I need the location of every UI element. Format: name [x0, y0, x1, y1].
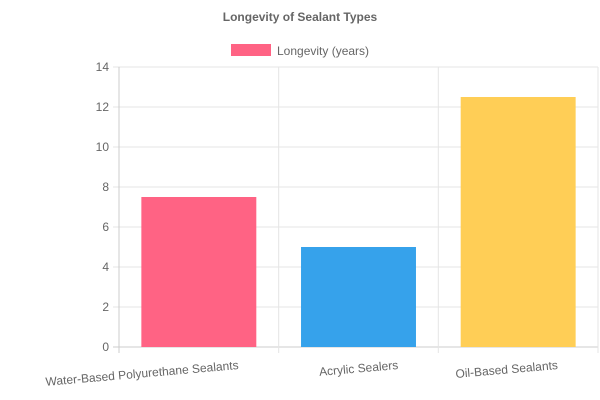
legend-swatch	[231, 44, 271, 56]
y-axis: 0 2 4 6 8 10 12 14	[96, 60, 110, 354]
y-tick-label: 6	[102, 220, 109, 234]
legend-label: Longevity (years)	[277, 44, 369, 58]
y-tick-label: 14	[96, 60, 110, 74]
y-tick-label: 12	[96, 100, 110, 114]
y-tick-label: 10	[96, 140, 110, 154]
legend[interactable]: Longevity (years)	[231, 44, 369, 58]
x-tick-label: Oil-Based Sealants	[455, 358, 559, 381]
bar-oil-based-sealants[interactable]	[460, 97, 576, 347]
x-tick-label: Water-Based Polyurethane Sealants	[45, 358, 239, 389]
bar-acrylic-sealers[interactable]	[301, 247, 416, 347]
y-tick-label: 2	[102, 300, 109, 314]
x-tick-label: Acrylic Sealers	[318, 358, 398, 379]
bar-water-based-polyurethane-sealants[interactable]	[141, 197, 257, 347]
y-tick-label: 8	[102, 180, 109, 194]
y-tick-label: 0	[102, 340, 109, 354]
chart-title: Longevity of Sealant Types	[223, 10, 378, 24]
bars	[141, 97, 576, 347]
x-axis: Water-Based Polyurethane Sealants Acrylic…	[45, 358, 558, 389]
y-tick-label: 4	[102, 260, 109, 274]
